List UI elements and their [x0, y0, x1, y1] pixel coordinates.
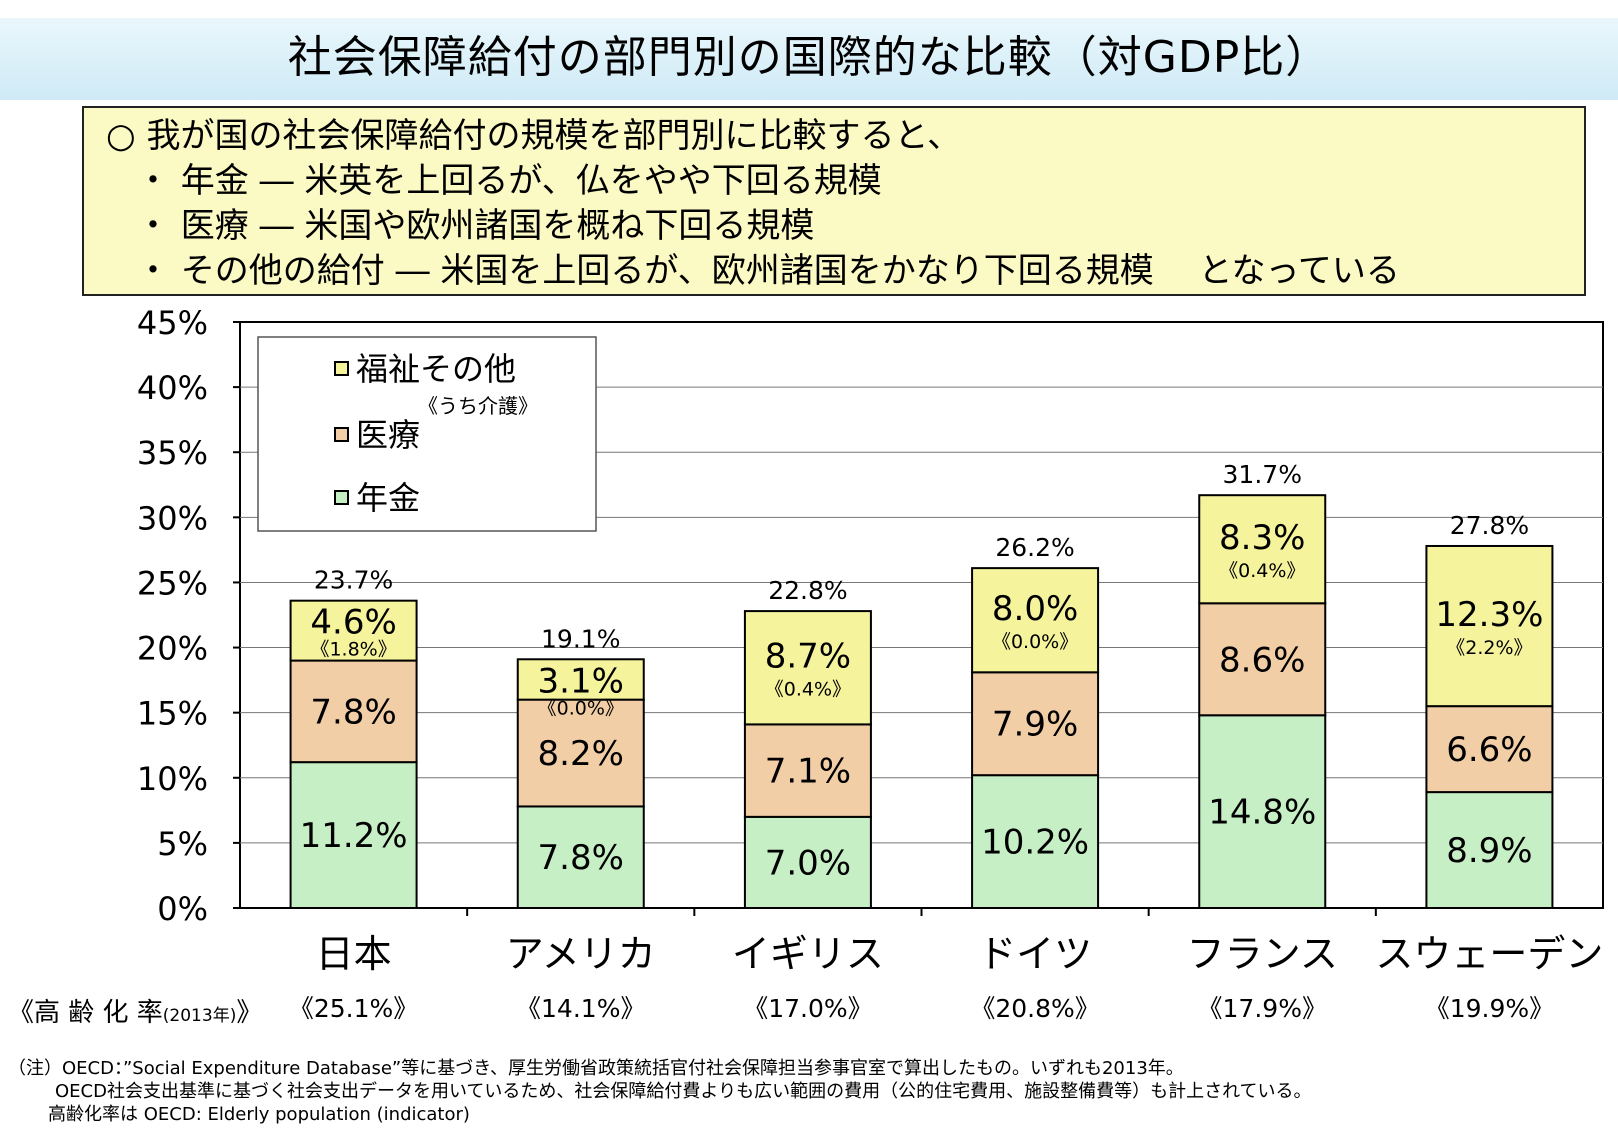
bar-segment-pension [1425, 791, 1554, 910]
data-label-medical: 8.6% [1219, 640, 1305, 680]
data-label-medical: 7.9% [992, 705, 1078, 745]
bar-segment-pension [516, 805, 645, 910]
aging-rate-heading: 《高 齢 化 率(2013年)》 [8, 992, 262, 1029]
legend-swatch-medical [334, 427, 349, 442]
bar-segment-pension [289, 761, 418, 910]
bar-segment-welfare [971, 567, 1100, 674]
bar-segment-welfare [1425, 544, 1554, 708]
y-axis: 0% 5% 10% 15% 20% 25% 30% 35% 40% 45% [137, 304, 240, 928]
care-label: 《0.4%》 [765, 679, 851, 701]
bar-segment-medical [1425, 705, 1554, 794]
bar-segment-welfare [1198, 494, 1327, 605]
data-label-welfare: 4.6% [310, 603, 396, 643]
care-label: 《0.0%》 [538, 697, 624, 719]
legend-box [257, 336, 597, 532]
footnote-scope: OECD社会支出基準に基づく社会支出データを用いているため、社会保障給付費よりも… [55, 1081, 1312, 1102]
total-label: 22.8% [768, 576, 847, 605]
care-label: 《2.2%》 [1446, 637, 1532, 659]
data-label-medical: 8.2% [538, 734, 624, 774]
category-label: アメリカ [506, 932, 656, 976]
aging-rate-value: 《20.8%》 [970, 994, 1099, 1023]
summary-box: ○ 我が国の社会保障給付の規模を部門別に比較すると、 ・ 年金 ― 米英を上回る… [82, 106, 1586, 296]
y-tick-label: 10% [137, 760, 208, 798]
legend-swatch-welfare [334, 361, 349, 376]
category-label: フランス [1187, 932, 1338, 976]
bar-segment-pension [743, 815, 872, 909]
summary-point-pension: ・ 年金 ― 米英を上回るが、仏をやや下回る規模 [136, 161, 882, 201]
aging-rate-value: 《17.0%》 [743, 994, 872, 1023]
summary-lead: ○ 我が国の社会保障給付の規模を部門別に比較すると、 [106, 116, 962, 156]
category-label: 日本 [316, 932, 392, 976]
footnote-aging: 高齢化率は OECD: Elderly population (indicato… [48, 1104, 470, 1125]
y-tick-label: 35% [137, 434, 208, 472]
y-tick-label: 30% [137, 499, 208, 537]
aging-rate-label: 《高 齢 化 率 [8, 998, 163, 1028]
total-label: 31.7% [1223, 460, 1302, 489]
legend: 福祉その他 《うち介護》 医療 年金 [257, 336, 597, 532]
aging-rate-value: 《14.1%》 [516, 994, 645, 1023]
total-label: 26.2% [995, 533, 1074, 562]
legend-label-pension: 年金 [356, 479, 420, 517]
bar-segment-welfare [743, 610, 872, 726]
y-tick-label: 25% [137, 564, 208, 602]
summary-point-other: ・ その他の給付 ― 米国を上回るが、欧州諸国をかなり下回る規模 となっている [136, 251, 1400, 291]
total-label: 19.1% [541, 624, 620, 653]
category-label: ドイツ [978, 932, 1092, 976]
total-label: 27.8% [1450, 511, 1529, 540]
y-tick-label: 40% [137, 369, 208, 407]
data-label-welfare: 8.0% [992, 589, 1078, 629]
data-label-pension: 8.9% [1446, 831, 1532, 871]
aging-rate-close: 》 [236, 998, 263, 1028]
care-label: 《1.8%》 [310, 639, 396, 661]
category-label: イギリス [732, 932, 884, 976]
data-label-pension: 10.2% [981, 823, 1089, 863]
category-label: スウェーデン [1375, 932, 1603, 976]
data-label-welfare: 8.3% [1219, 518, 1305, 558]
page-title: 社会保障給付の部門別の国際的な比較（対GDP比） [287, 32, 1331, 83]
summary-point-medical: ・ 医療 ― 米国や欧州諸国を概ね下回る規模 [136, 206, 815, 246]
title-band [0, 18, 1618, 100]
footnote-source: （注）OECD：”Social Expenditure Database”等に基… [8, 1058, 1184, 1079]
data-label-medical: 6.6% [1446, 730, 1532, 770]
bar-segment-medical [516, 698, 645, 808]
data-label-pension: 11.2% [300, 816, 408, 856]
y-tick-label: 0% [157, 890, 208, 928]
data-label-welfare: 12.3% [1435, 595, 1543, 635]
bar-segment-medical [971, 671, 1100, 777]
aging-rate-year: (2013年) [162, 1006, 237, 1026]
data-label-pension: 7.0% [765, 843, 851, 883]
total-label: 23.7% [314, 566, 393, 595]
bars: 11.2%7.8%4.6%《1.8%》23.7%7.8%8.2%3.1%《0.0… [289, 460, 1554, 910]
bar-segment-welfare [516, 658, 645, 701]
legend-label-medical: 医療 [356, 416, 420, 454]
data-label-medical: 7.1% [765, 752, 851, 792]
data-label-pension: 14.8% [1208, 793, 1316, 833]
y-tick-label: 45% [137, 304, 208, 342]
data-label-medical: 7.8% [310, 692, 396, 732]
bar-segment-pension [971, 774, 1100, 909]
y-tick-label: 20% [137, 630, 208, 668]
legend-note-care: 《うち介護》 [418, 394, 538, 418]
y-tick-label: 15% [137, 695, 208, 733]
data-label-welfare: 3.1% [538, 661, 624, 701]
data-label-welfare: 8.7% [765, 637, 851, 677]
care-label: 《0.4%》 [1219, 560, 1305, 582]
legend-label-welfare: 福祉その他 [356, 350, 516, 388]
y-tick-label: 5% [157, 825, 208, 863]
aging-rate-value: 《19.9%》 [1425, 994, 1554, 1023]
data-label-pension: 7.8% [538, 838, 624, 878]
aging-rate-value: 《17.9%》 [1198, 994, 1327, 1023]
bar-segment-welfare [289, 599, 418, 662]
aging-rate-value: 《25.1%》 [289, 994, 418, 1023]
x-axis: 日本《25.1%》 アメリカ《14.1%》 イギリス《17.0%》 ドイツ《20.8%… [289, 908, 1603, 1023]
bar-segment-medical [289, 659, 418, 764]
legend-swatch-pension [334, 490, 349, 505]
bar-segment-pension [1198, 714, 1327, 909]
care-label: 《0.0%》 [992, 631, 1078, 653]
